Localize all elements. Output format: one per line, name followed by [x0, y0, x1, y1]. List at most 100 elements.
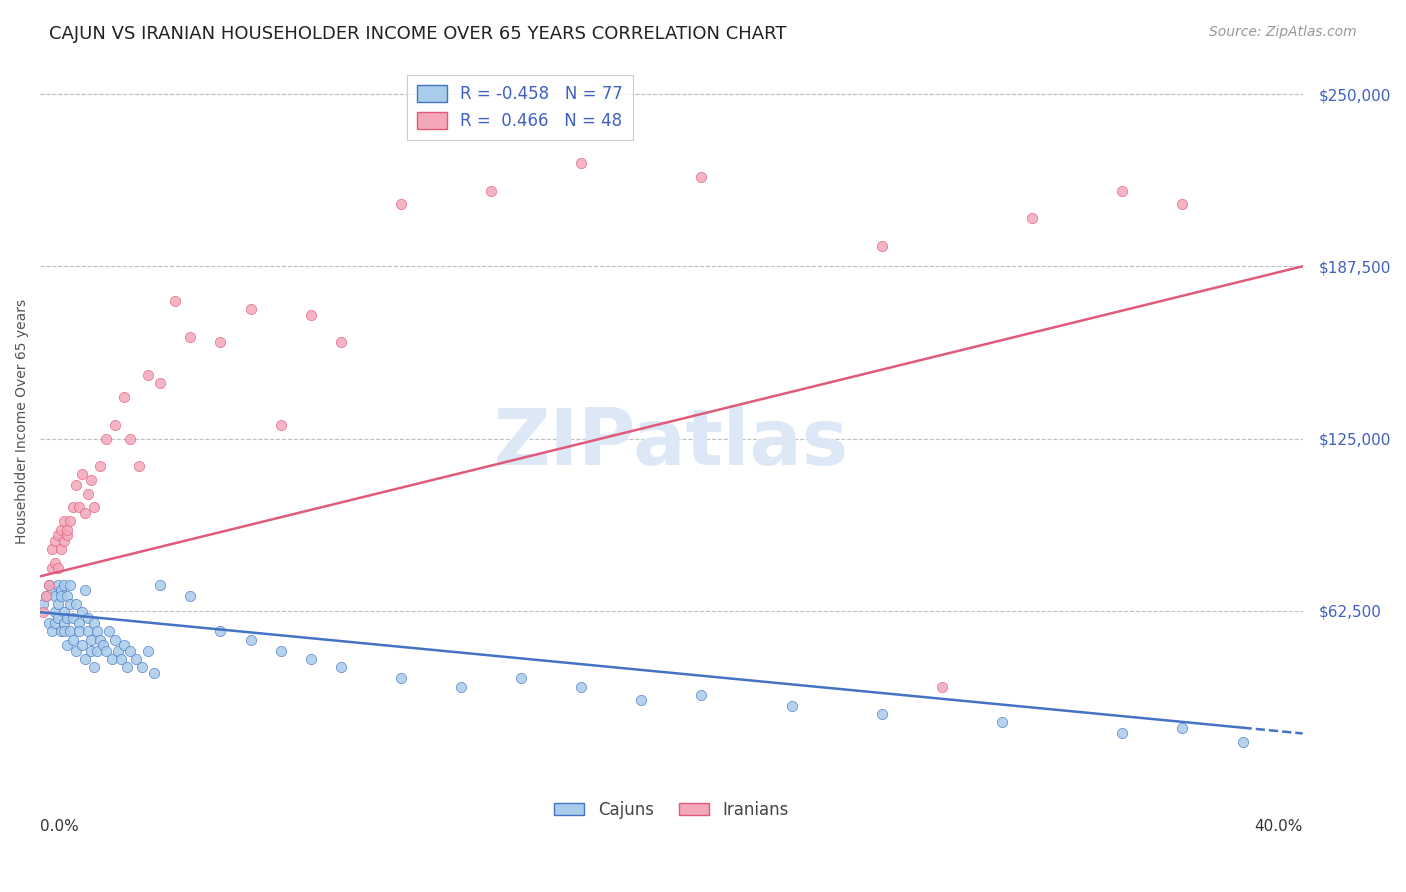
Point: [870, 238, 893, 252]
Point: [1111, 184, 1133, 198]
Point: [65, 644, 87, 658]
Point: [67, 616, 90, 631]
Point: [41, 583, 63, 598]
Point: [38, 616, 60, 631]
Point: [46, 577, 69, 591]
Point: [209, 335, 232, 350]
Point: [38, 577, 60, 591]
Point: [56, 589, 79, 603]
Point: [53, 616, 76, 631]
Point: [49, 583, 72, 598]
Point: [59, 624, 82, 639]
Point: [270, 417, 292, 432]
Point: [32, 605, 55, 619]
Point: [38, 577, 60, 591]
Point: [80, 473, 103, 487]
Point: [101, 652, 124, 666]
Point: [239, 301, 262, 316]
Point: [931, 680, 953, 694]
Point: [62, 632, 84, 647]
Point: [389, 197, 412, 211]
Point: [690, 169, 713, 184]
Point: [44, 589, 66, 603]
Point: [70, 467, 93, 482]
Point: [179, 329, 201, 343]
Point: [53, 577, 76, 591]
Point: [329, 335, 352, 350]
Point: [83, 500, 105, 515]
Point: [149, 577, 172, 591]
Point: [56, 523, 79, 537]
Point: [77, 486, 100, 500]
Text: Source: ZipAtlas.com: Source: ZipAtlas.com: [1209, 25, 1357, 39]
Text: 40.0%: 40.0%: [1254, 819, 1302, 834]
Point: [41, 561, 63, 575]
Point: [67, 624, 90, 639]
Point: [510, 671, 533, 685]
Point: [49, 541, 72, 556]
Point: [120, 644, 142, 658]
Point: [136, 368, 159, 383]
Point: [62, 610, 84, 624]
Point: [46, 528, 69, 542]
Point: [35, 589, 58, 603]
Point: [59, 514, 82, 528]
Point: [991, 715, 1014, 730]
Point: [65, 478, 87, 492]
Point: [690, 688, 713, 702]
Point: [299, 652, 322, 666]
Point: [1171, 721, 1194, 735]
Point: [70, 638, 93, 652]
Point: [53, 533, 76, 548]
Point: [56, 528, 79, 542]
Point: [120, 432, 142, 446]
Point: [80, 632, 103, 647]
Point: [165, 293, 187, 308]
Point: [117, 660, 139, 674]
Point: [110, 652, 132, 666]
Point: [870, 707, 893, 722]
Point: [239, 632, 262, 647]
Point: [98, 624, 121, 639]
Point: [89, 459, 111, 474]
Point: [75, 506, 97, 520]
Point: [83, 616, 105, 631]
Y-axis label: Householder Income Over 65 years: Householder Income Over 65 years: [15, 299, 30, 544]
Point: [59, 577, 82, 591]
Point: [41, 541, 63, 556]
Point: [91, 638, 114, 652]
Point: [1232, 735, 1254, 749]
Point: [299, 308, 322, 322]
Point: [49, 523, 72, 537]
Point: [209, 624, 232, 639]
Point: [44, 556, 66, 570]
Point: [75, 583, 97, 598]
Point: [128, 459, 150, 474]
Text: 0.0%: 0.0%: [41, 819, 79, 834]
Point: [56, 638, 79, 652]
Point: [569, 156, 592, 170]
Point: [389, 671, 412, 685]
Point: [44, 616, 66, 631]
Point: [35, 589, 58, 603]
Point: [112, 390, 135, 404]
Point: [96, 644, 118, 658]
Point: [46, 561, 69, 575]
Point: [1111, 726, 1133, 740]
Point: [329, 660, 352, 674]
Point: [136, 644, 159, 658]
Point: [780, 698, 803, 713]
Point: [149, 376, 172, 391]
Point: [86, 644, 108, 658]
Point: [67, 500, 90, 515]
Point: [125, 652, 148, 666]
Point: [62, 500, 84, 515]
Point: [89, 632, 111, 647]
Point: [77, 624, 100, 639]
Point: [1171, 197, 1194, 211]
Point: [112, 638, 135, 652]
Point: [44, 605, 66, 619]
Point: [49, 589, 72, 603]
Point: [1021, 211, 1043, 225]
Point: [104, 632, 127, 647]
